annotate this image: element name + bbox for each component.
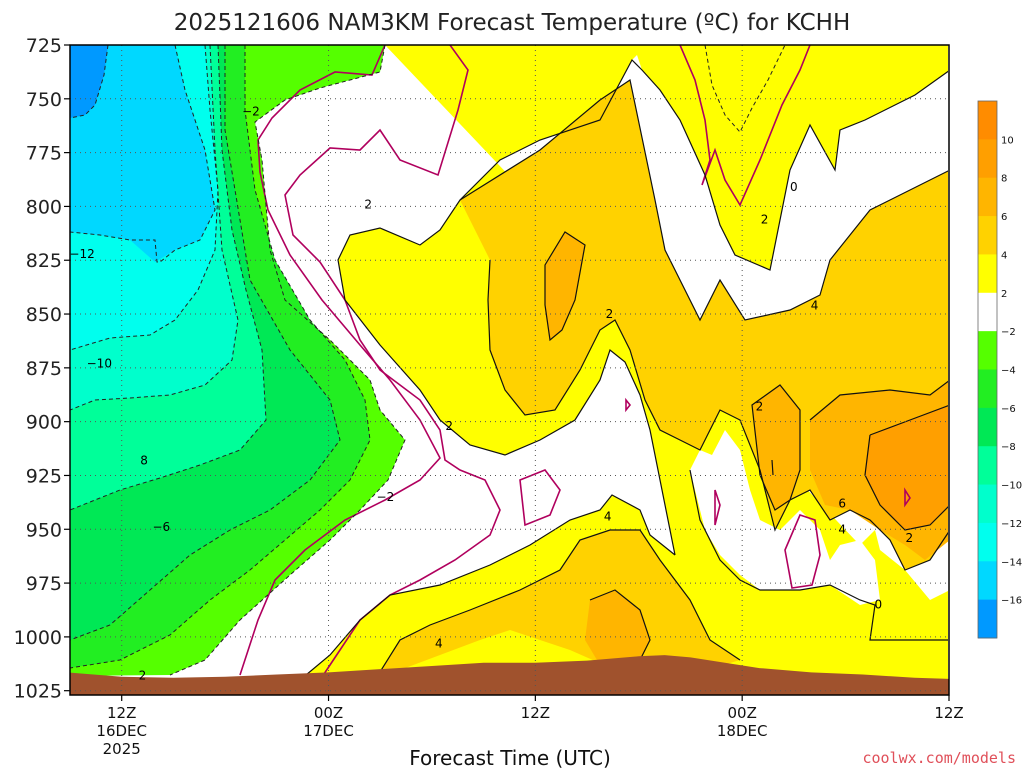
y-axis: 725 750 775 800 825 850 875 900 925 950 975 1000 102… [14, 35, 70, 703]
white-gap-right [690, 430, 880, 605]
x-tick-label: 2025 [103, 740, 141, 758]
colorbar-label: 2 [1001, 289, 1007, 300]
y-tick-label: 750 [26, 89, 62, 111]
colorbar-bin [978, 369, 997, 409]
colorbar-bin [978, 561, 997, 601]
contour-label: 2 [761, 212, 769, 226]
colorbar-bin [978, 407, 997, 447]
above-freezing-contours [299, 59, 949, 681]
chart-title: 2025121606 NAM3KM Forecast Temperature (… [174, 10, 851, 36]
y-tick-label: 875 [26, 358, 62, 380]
x-tick-label: 12Z [107, 704, 136, 722]
colorbar-bin [978, 484, 997, 524]
colorbar-label: 10 [1001, 135, 1014, 146]
y-tick-label: 975 [26, 573, 62, 595]
contour-label: 4 [604, 509, 612, 523]
contour-label: −6 [152, 520, 170, 534]
band-minus-16-to-minus-18 [70, 45, 108, 118]
colorbar-label: 6 [1001, 212, 1007, 223]
contour-label: 2 [139, 669, 147, 683]
contour-label: 6 [838, 496, 846, 510]
x-axis-label: Forecast Time (UTC) [409, 746, 611, 768]
contour-label: 4 [838, 522, 846, 536]
y-tick-label: 850 [26, 304, 62, 326]
colorbar-label: −12 [1001, 519, 1022, 530]
colorbar-bin [978, 139, 997, 179]
contour-label: 2 [756, 400, 764, 414]
subfreezing-contours [70, 45, 786, 676]
contour-label: 2 [364, 197, 372, 211]
colorbar-label: 4 [1001, 250, 1007, 261]
y-tick-label: 825 [26, 250, 62, 272]
colorbar-bin [978, 446, 997, 486]
x-tick-label: 00Z [727, 704, 756, 722]
contour-label: −2 [377, 490, 395, 504]
colorbar-label: −2 [1001, 327, 1016, 338]
contour-label: 2 [606, 307, 614, 321]
plot-frame [69, 44, 950, 696]
contour-labels: −22−12−108−6−2224240244626420 [69, 105, 979, 683]
colorbar-label: −8 [1001, 442, 1016, 453]
colorbar-bin [978, 177, 997, 217]
colorbar-bin [978, 599, 997, 639]
colorbar-bin [978, 331, 997, 370]
contour-label: 8 [140, 453, 148, 467]
colorbar-label: 8 [1001, 174, 1007, 185]
watermark: coolwx.com/models [862, 749, 1016, 767]
y-tick-label: 1000 [14, 627, 62, 649]
band-8-to-10 [865, 405, 949, 530]
contour-label: −10 [87, 357, 112, 371]
y-tick-label: 950 [26, 519, 62, 541]
y-tick-label: 775 [26, 143, 62, 165]
colorbar-bin [978, 292, 997, 332]
gridlines [70, 45, 949, 695]
contour-label: 4 [435, 636, 443, 650]
contour-label: −12 [69, 247, 94, 261]
colorbar-frame [977, 100, 998, 639]
colorbar-label: −6 [1001, 404, 1016, 415]
band-minus-14-to-minus-16 [70, 45, 215, 262]
colorbar-bin [978, 101, 997, 140]
contour-label: 0 [875, 598, 883, 612]
contour-label: 4 [811, 298, 819, 312]
contour-label: 6 [971, 234, 979, 248]
contour-label: −2 [242, 105, 260, 119]
surface-terrain [70, 655, 949, 695]
y-tick-label: 1025 [14, 681, 62, 703]
colorbar-label: −4 [1001, 366, 1016, 377]
x-tick-label: 18DEC [717, 722, 768, 740]
y-tick-label: 725 [26, 35, 62, 57]
x-tick-label: 17DEC [303, 722, 354, 740]
colorbar-label: −10 [1001, 481, 1022, 492]
colorbar-label: −14 [1001, 557, 1022, 568]
contour-label: 2 [445, 419, 453, 433]
plot-area: −22−12−108−6−2224240244626420 [69, 45, 979, 695]
x-tick-label: 16DEC [96, 722, 147, 740]
x-tick-label: 12Z [934, 704, 963, 722]
x-tick-label: 00Z [314, 704, 343, 722]
band-4-to-6 [380, 80, 949, 672]
colorbar-bin [978, 522, 997, 562]
colorbar-bin [978, 254, 997, 294]
y-tick-label: 800 [26, 196, 62, 218]
contour-label: 0 [790, 180, 798, 194]
colorbar-label: −16 [1001, 596, 1022, 607]
y-tick-label: 925 [26, 465, 62, 487]
x-tick-label: 12Z [521, 704, 550, 722]
white-gap-central [600, 350, 670, 540]
y-tick-label: 900 [26, 412, 62, 434]
colorbar: 10 8 6 4 2 −2 −4 −6 −8 −10 −12 −14 −16 [977, 100, 1022, 639]
colorbar-bin [978, 216, 997, 255]
contour-label: 2 [906, 531, 914, 545]
